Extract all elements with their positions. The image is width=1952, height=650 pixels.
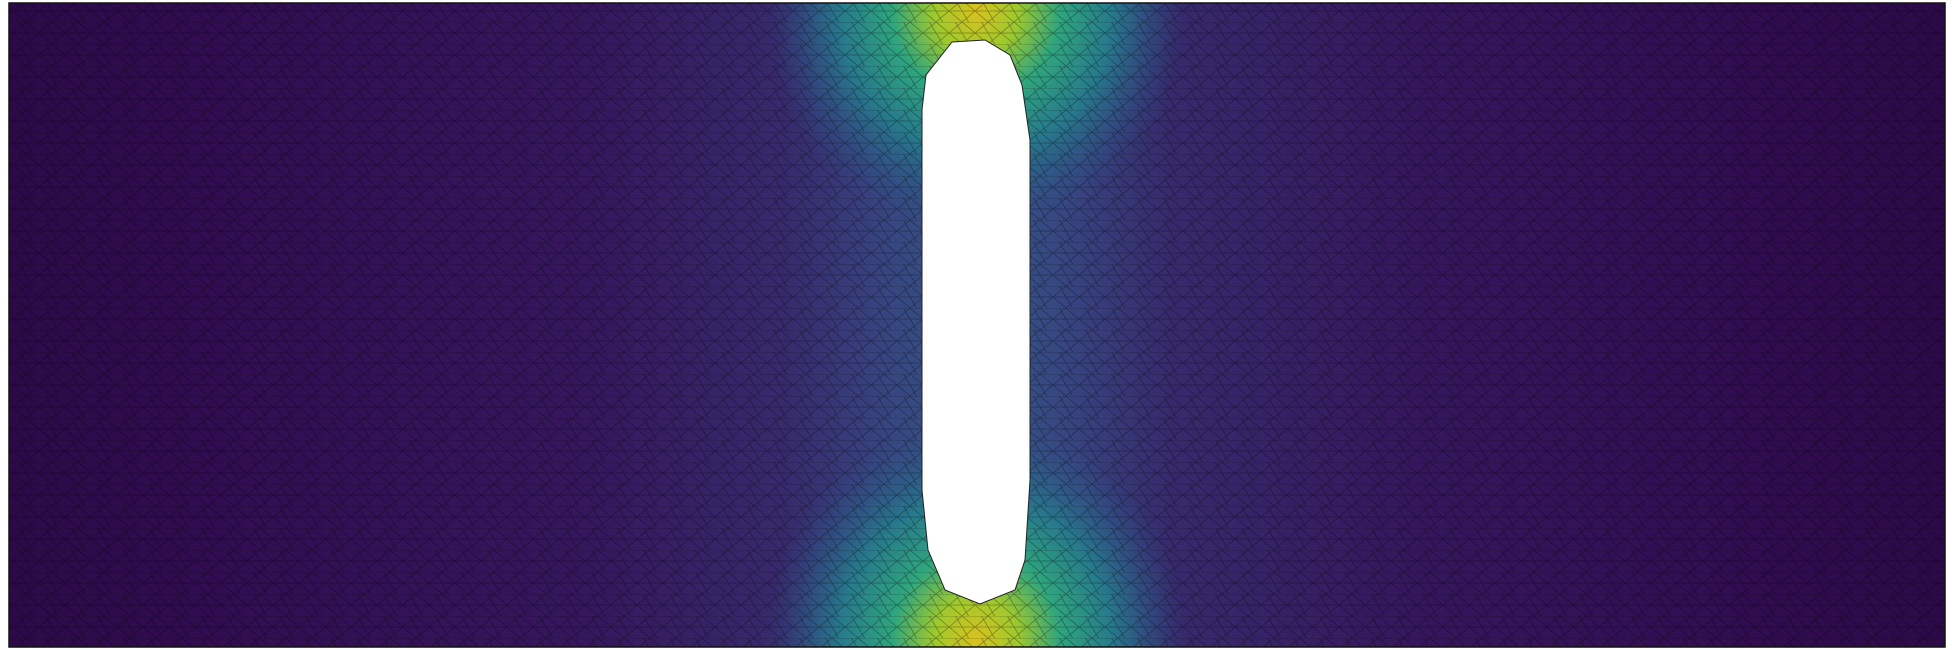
hole <box>921 39 1031 605</box>
plate-border <box>8 2 1946 648</box>
